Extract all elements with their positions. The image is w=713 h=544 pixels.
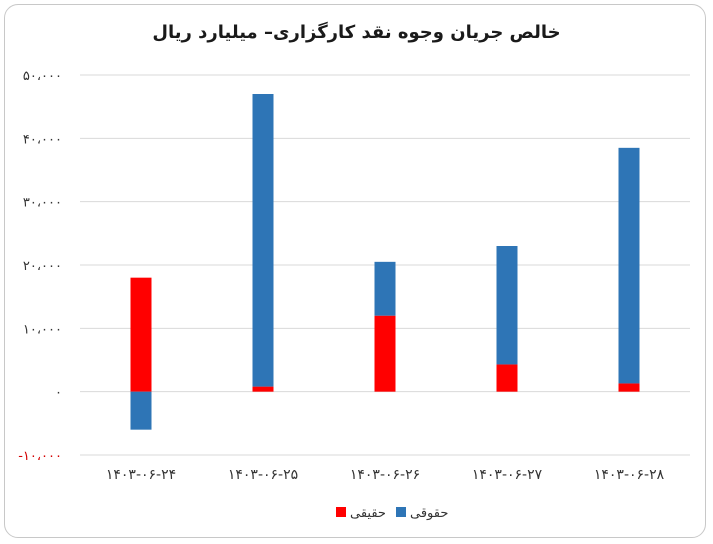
x-tick-label: ۱۴۰۳-۰۶-۲۷: [472, 467, 543, 483]
x-tick-label: ۱۴۰۳-۰۶-۲۶: [350, 467, 420, 483]
chart-frame: [4, 4, 706, 538]
legend-swatch: [396, 507, 406, 517]
legend-label: حقیقی: [350, 506, 386, 521]
bar-segment: [496, 246, 518, 365]
bar-segment: [252, 94, 274, 387]
chart-title: خالص جریان وجوه نقد کارگزاری– میلیارد ری…: [152, 22, 561, 43]
y-tick-label: -۱۰،۰۰۰: [18, 449, 62, 464]
bar-segment: [130, 391, 152, 430]
x-tick-label: ۱۴۰۳-۰۶-۲۸: [594, 467, 665, 483]
bar-segment: [618, 383, 640, 392]
bar-segment: [496, 364, 518, 392]
x-tick-label: ۱۴۰۳-۰۶-۲۵: [228, 467, 298, 483]
bar-segment: [252, 386, 274, 392]
y-tick-label: ۵۰،۰۰۰: [23, 69, 62, 84]
legend-swatch: [336, 507, 346, 517]
y-tick-label: ۱۰،۰۰۰: [23, 322, 62, 337]
x-tick-label: ۱۴۰۳-۰۶-۲۴: [106, 467, 176, 483]
bar-segment: [618, 147, 640, 384]
y-tick-label: ۲۰،۰۰۰: [23, 259, 62, 274]
bar-segment: [374, 315, 396, 392]
bar-segment: [374, 261, 396, 316]
legend-label: حقوقی: [410, 506, 448, 521]
y-tick-label: ۴۰،۰۰۰: [23, 132, 62, 147]
bar-segment: [130, 277, 152, 392]
y-tick-label: ۰: [55, 386, 62, 401]
y-tick-label: ۳۰،۰۰۰: [23, 196, 62, 211]
